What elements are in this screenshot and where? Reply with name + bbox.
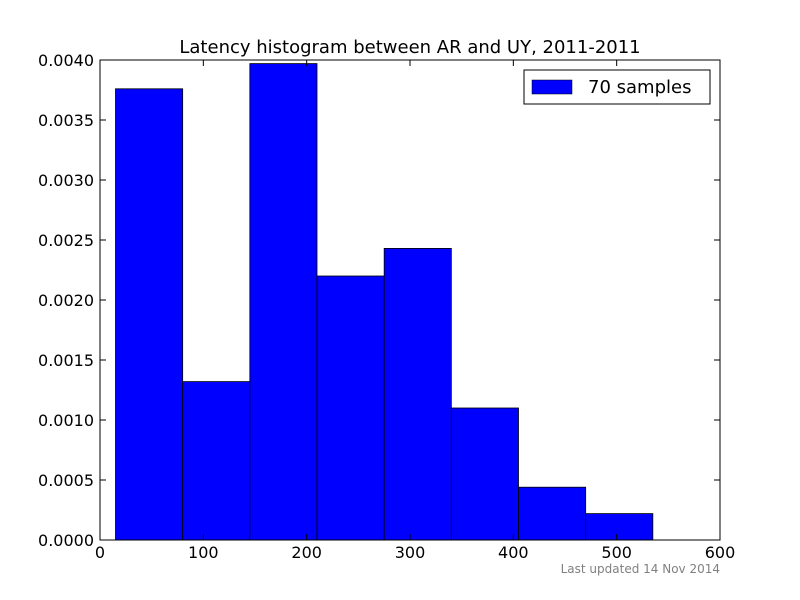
histogram-bars (115, 63, 654, 541)
histogram-bar-6 (450, 407, 519, 541)
histogram-bar-5 (383, 247, 452, 541)
histogram-bar-3 (249, 63, 318, 541)
y-tick-label: 0.0030 (38, 171, 94, 190)
histogram-bar-1 (115, 88, 184, 541)
x-tick-label: 0 (95, 543, 105, 562)
histogram-bar-2 (182, 381, 251, 541)
x-tick-label: 100 (188, 543, 219, 562)
y-tick-label: 0.0020 (38, 291, 94, 310)
chart-title: Latency histogram between AR and UY, 201… (179, 37, 640, 58)
histogram-bar-8 (585, 513, 654, 541)
y-tick-label: 0.0025 (38, 231, 94, 250)
y-tick-label: 0.0005 (38, 471, 94, 490)
y-axis: 0.0000 0.0005 0.0010 0.0015 0.0020 0.0025 0.00… (38, 51, 720, 550)
x-axis: 0 100 200 300 400 500 600 (95, 60, 735, 562)
histogram-bar-4 (316, 275, 385, 541)
x-tick-label: 200 (291, 543, 322, 562)
x-tick-label: 600 (705, 543, 736, 562)
histogram-bar-7 (518, 486, 587, 541)
legend-label: 70 samples (588, 77, 691, 98)
x-tick-label: 500 (601, 543, 632, 562)
legend: 70 samples (523, 69, 711, 105)
y-tick-label: 0.0040 (38, 51, 94, 70)
y-tick-label: 0.0000 (38, 531, 94, 550)
legend-swatch (531, 79, 573, 95)
last-updated-note: Last updated 14 Nov 2014 (560, 562, 720, 576)
y-tick-label: 0.0015 (38, 351, 94, 370)
y-tick-label: 0.0035 (38, 111, 94, 130)
x-tick-label: 400 (498, 543, 529, 562)
x-tick-label: 300 (395, 543, 426, 562)
y-tick-label: 0.0010 (38, 411, 94, 430)
